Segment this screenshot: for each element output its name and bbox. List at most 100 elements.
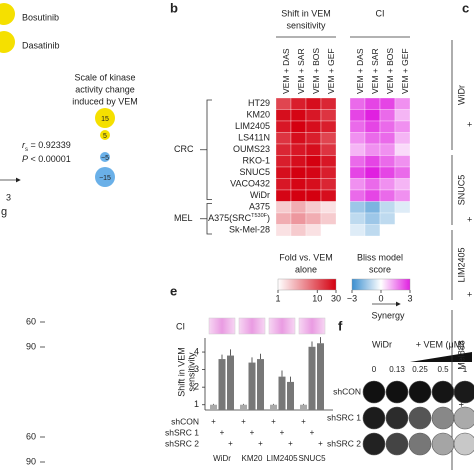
row-label: OUMS23: [233, 144, 270, 154]
colorbar-tick-label: 3: [407, 293, 412, 303]
heat-cell: [320, 212, 337, 225]
tick-fragment: 60: [26, 316, 36, 326]
scale-title: Scale of kinase: [74, 72, 135, 82]
row-label: SNUC5: [456, 175, 466, 206]
heading: sensitivity: [286, 20, 326, 30]
heat-cell: [364, 109, 381, 122]
row-label: WiDr: [456, 85, 466, 105]
heat-cell: [364, 155, 381, 168]
well: [385, 380, 409, 404]
row-label: RKO-1: [242, 156, 270, 166]
y-tick-label: 4: [194, 346, 199, 356]
row-label: Mel888: [456, 340, 466, 370]
y-tick-label: 2: [194, 382, 199, 392]
heat-cell: [320, 143, 337, 156]
scale-title: activity change: [75, 84, 135, 94]
heat-cell: [275, 212, 292, 225]
ci-label: CI: [176, 321, 185, 331]
heat-cell: [290, 155, 307, 168]
well: [431, 380, 455, 404]
cell-line: WiDr: [372, 339, 392, 349]
bar: [300, 404, 307, 410]
legend-title: Fold vs. VEM: [279, 252, 333, 262]
plus: +: [280, 428, 285, 437]
heat-cell: [275, 178, 292, 191]
row-label-text: SNUC5: [239, 167, 270, 177]
heat-cell: [275, 109, 292, 122]
plus: +: [467, 289, 472, 299]
heat-cell: [305, 143, 322, 156]
heat-cell: [364, 166, 381, 179]
heat-cell: [320, 97, 337, 110]
row-label-text: OUMS23: [233, 144, 270, 154]
ci-strip: [268, 317, 296, 335]
row-label-text: A375(SRC: [208, 213, 252, 223]
colorbar-tick-label: 0: [378, 293, 383, 303]
plus: +: [211, 417, 216, 426]
scale-circle: [100, 152, 110, 162]
heat-cell: [364, 120, 381, 133]
heat-cell: [290, 212, 307, 225]
row-label-text: WiDr: [250, 190, 270, 200]
heat-cell: [379, 143, 396, 156]
plus: +: [301, 417, 306, 426]
axis-fragment: 3: [6, 192, 11, 202]
stat-p: P < 0.00001: [22, 154, 71, 164]
stat-r: rs = 0.92339: [22, 140, 71, 152]
heat-cell: [305, 109, 322, 122]
y-axis-label: sensitivity: [186, 352, 196, 392]
plus: +: [258, 439, 263, 448]
column-header: VEM + SAR: [296, 48, 306, 94]
group-label: WiDr: [213, 454, 231, 463]
group-bracket: [200, 203, 212, 235]
heat-cell: [320, 120, 337, 133]
plus: +: [288, 439, 293, 448]
bar: [210, 404, 217, 410]
heat-cell: [379, 155, 396, 168]
heat-cell: [305, 178, 322, 191]
well: [431, 432, 455, 456]
row-label-text: LIM2405: [235, 121, 270, 131]
heat-cell: [349, 143, 366, 156]
group-label: KM20: [242, 454, 263, 463]
heat-cell: [394, 143, 411, 156]
heat-cell: [394, 166, 411, 179]
row-label: A375: [249, 202, 270, 212]
heat-cell: [305, 224, 322, 237]
heat-cell: [275, 155, 292, 168]
well: [362, 406, 386, 430]
dose-label: 0.5: [437, 365, 449, 374]
heat-cell: [349, 224, 366, 237]
heat-cell: [379, 189, 396, 202]
heat-cell: [320, 132, 337, 145]
bar: [287, 381, 294, 410]
well: [408, 432, 432, 456]
heat-cell: [275, 189, 292, 202]
panel-label: f: [338, 318, 343, 333]
heat-cell: [394, 120, 411, 133]
row-label-text: ): [267, 213, 270, 223]
heading: CI: [376, 8, 385, 18]
colorbar: [277, 278, 337, 291]
stat-symbol: r: [22, 140, 26, 150]
bar: [248, 362, 256, 410]
heat-cell: [379, 166, 396, 179]
row-label-text: VACO432: [230, 179, 270, 189]
row-label-text: LS411N: [238, 133, 270, 143]
plus: +: [250, 428, 255, 437]
heat-cell: [379, 120, 396, 133]
plus: +: [467, 214, 472, 224]
drug-node: [0, 31, 15, 53]
row-label: LIM2405: [235, 121, 270, 131]
heat-cell: [349, 132, 366, 145]
row-label: shCON: [333, 386, 361, 396]
legend-title: score: [369, 264, 391, 274]
dose-label: 0.13: [389, 365, 405, 374]
heat-cell: [364, 132, 381, 145]
heat-cell: [290, 97, 307, 110]
ci-strip: [298, 317, 326, 335]
heat-cell: [379, 109, 396, 122]
heat-cell: [364, 143, 381, 156]
drug-node: [0, 3, 15, 25]
